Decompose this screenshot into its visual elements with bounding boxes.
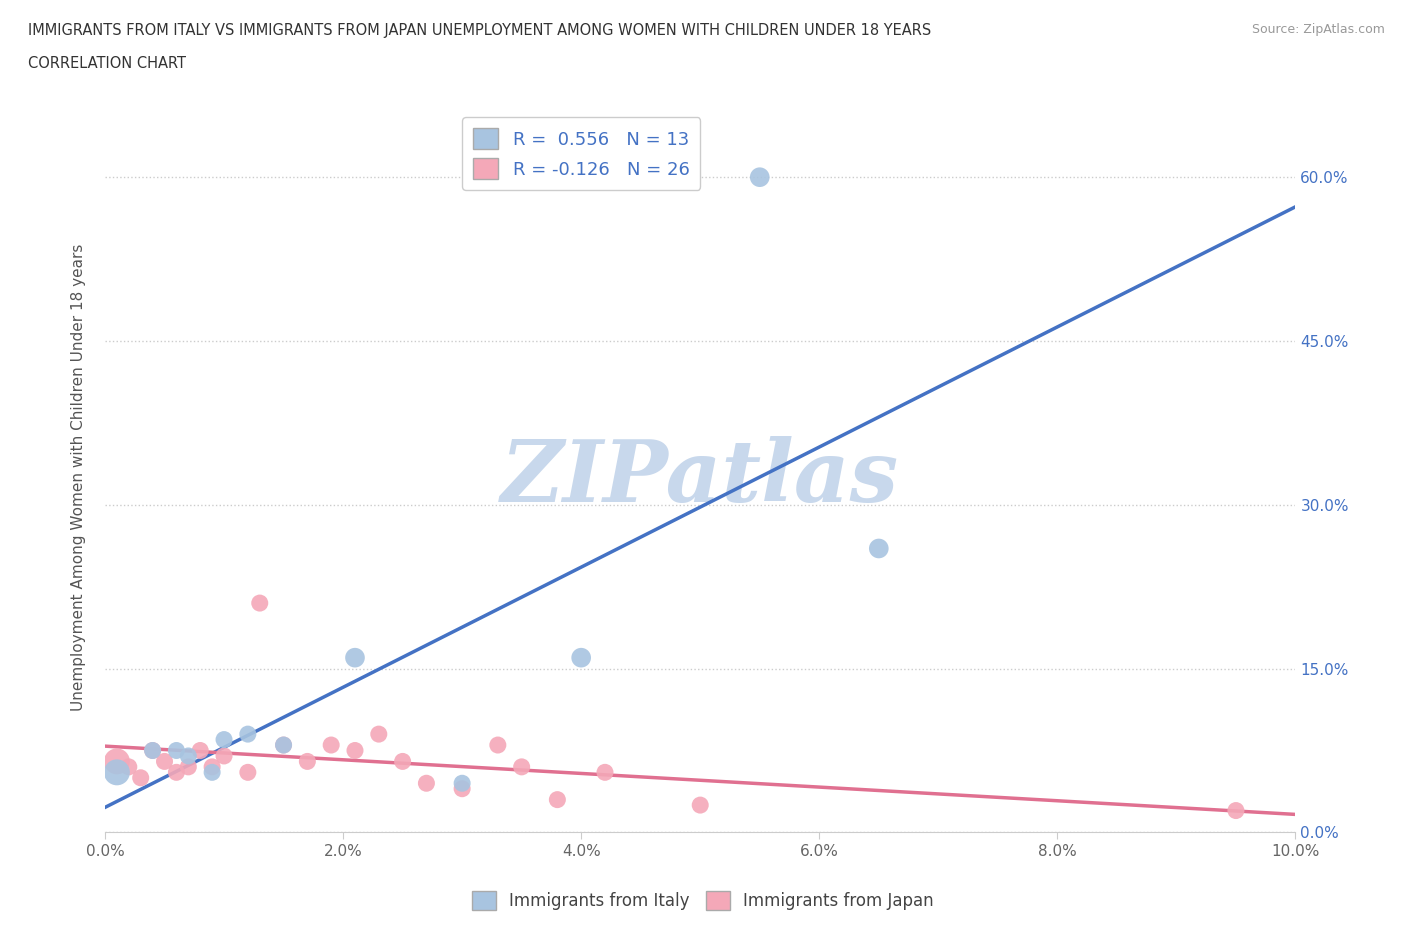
Point [297,754,319,769]
Point [165,743,187,758]
Point [153,754,176,769]
Point [367,726,389,741]
Point [142,743,165,758]
Text: ZIPatlas: ZIPatlas [501,436,900,519]
Point [188,743,211,758]
Point [868,541,890,556]
Legend: Immigrants from Italy, Immigrants from Japan: Immigrants from Italy, Immigrants from J… [465,884,941,917]
Point [593,764,616,779]
Point [105,764,128,779]
Point [201,760,224,775]
Point [546,792,568,807]
Legend: R =  0.556   N = 13, R = -0.126   N = 26: R = 0.556 N = 13, R = -0.126 N = 26 [463,117,700,190]
Point [201,764,224,779]
Point [391,754,413,769]
Point [748,170,770,185]
Text: Source: ZipAtlas.com: Source: ZipAtlas.com [1251,23,1385,36]
Point [273,737,295,752]
Point [343,743,366,758]
Point [273,737,295,752]
Point [212,732,235,747]
Point [689,798,711,813]
Point [177,760,200,775]
Text: CORRELATION CHART: CORRELATION CHART [28,56,186,71]
Point [321,737,343,752]
Point [212,749,235,764]
Point [451,781,474,796]
Text: IMMIGRANTS FROM ITALY VS IMMIGRANTS FROM JAPAN UNEMPLOYMENT AMONG WOMEN WITH CHI: IMMIGRANTS FROM ITALY VS IMMIGRANTS FROM… [28,23,931,38]
Point [343,650,366,665]
Point [451,776,474,790]
Point [236,726,259,741]
Point [569,650,592,665]
Point [165,764,187,779]
Point [415,776,437,790]
Y-axis label: Unemployment Among Women with Children Under 18 years: Unemployment Among Women with Children U… [72,244,86,711]
Point [105,754,128,769]
Point [510,760,533,775]
Point [486,737,509,752]
Point [249,595,271,610]
Point [129,770,152,785]
Point [177,749,200,764]
Point [142,743,165,758]
Point [118,760,141,775]
Point [1225,804,1247,818]
Point [236,764,259,779]
